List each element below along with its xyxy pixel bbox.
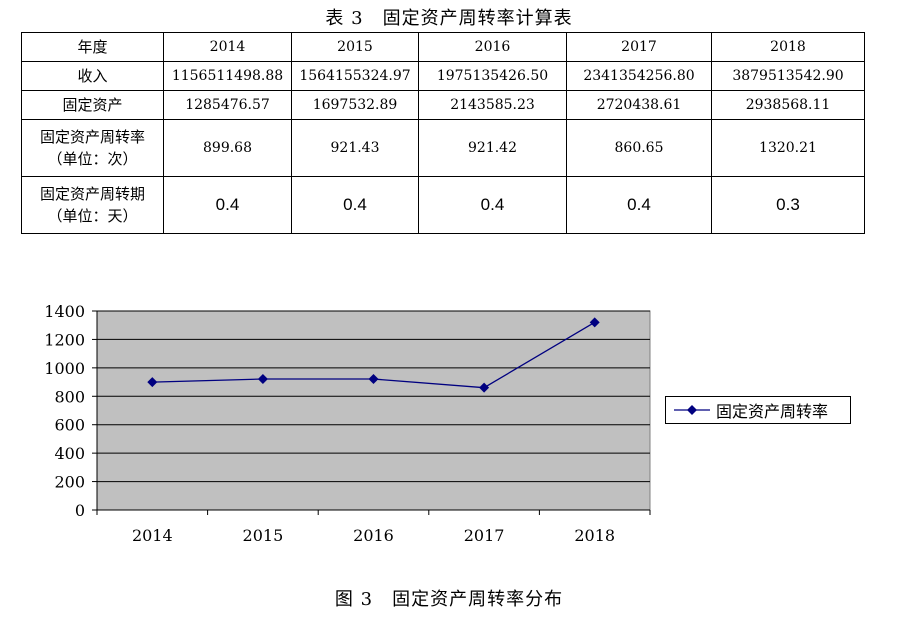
table-cell: 0.4 [418,176,567,234]
table-cell: 1320.21 [711,119,865,177]
table-row: 收入 1156511498.88 1564155324.97 197513542… [21,61,865,91]
header-row: 年度 2014 2015 2016 2017 2018 [21,32,865,62]
header-cell: 年度 [21,32,164,62]
x-tick-label: 2016 [353,526,394,545]
data-point-marker [147,377,158,388]
table-cell: 921.43 [291,119,419,177]
header-cell: 2016 [418,32,567,62]
x-tick-label: 2015 [243,526,284,545]
table-cell: 1697532.89 [291,90,419,120]
table-cell: 1285476.57 [163,90,292,120]
x-tick-label: 2018 [574,526,615,545]
x-tick-label: 2017 [464,526,505,545]
table-row: 固定资产 1285476.57 1697532.89 2143585.23 27… [21,90,865,120]
table-cell: 2143585.23 [418,90,567,120]
legend-label: 固定资产周转率 [716,402,829,421]
table-cell: 860.65 [566,119,712,177]
row-label-unit: （单位：次） [47,150,138,168]
table-cell: 2341354256.80 [566,61,712,91]
turnover-table: 年度 2014 2015 2016 2017 2018 收入 115651149… [21,32,865,234]
legend-marker-icon [674,405,710,415]
figure-caption: 图 3 固定资产周转率分布 [334,589,564,610]
table-cell: 0.4 [566,176,712,234]
y-tick-label: 1400 [44,302,85,321]
data-point-marker [368,374,379,385]
row-label: 固定资产 [21,90,164,120]
table-cell: 2720438.61 [566,90,712,120]
table-cell: 0.3 [711,176,865,234]
y-tick-label: 600 [54,416,85,435]
data-point-marker [479,382,490,393]
table-cell: 1975135426.50 [418,61,567,91]
header-cell: 2017 [566,32,712,62]
header-cell: 2015 [291,32,419,62]
turnover-line-chart: 0 200 400 600 800 1000 1200 1400 2014 2015 2016 201… [44,302,651,545]
row-label: 固定资产周转期 （单位：天） [21,176,164,234]
y-tick-label: 1200 [44,330,85,349]
y-tick-label: 800 [54,387,85,406]
table-title: 表 3 固定资产周转率计算表 [325,8,573,29]
y-tick-label: 1000 [44,359,85,378]
table-cell: 0.4 [163,176,292,234]
table-cell: 899.68 [163,119,292,177]
row-label: 收入 [21,61,164,91]
table-row: 固定资产周转率 （单位：次） 899.68 921.43 921.42 860.… [21,119,865,177]
header-cell: 2014 [163,32,292,62]
table-cell: 2938568.11 [711,90,865,120]
row-label-unit: （单位：天） [47,207,138,225]
header-cell: 2018 [711,32,865,62]
y-tick-label: 400 [54,444,85,463]
table-cell: 3879513542.90 [711,61,865,91]
row-label-line: 固定资产周转率 [39,128,145,146]
row-label: 固定资产周转率 （单位：次） [21,119,164,177]
y-tick-label: 200 [54,473,85,492]
table-cell: 1564155324.97 [291,61,419,91]
data-point-marker [589,317,600,328]
plot-area [96,310,651,511]
data-point-marker [257,374,268,385]
table-cell: 1156511498.88 [163,61,292,91]
table-cell: 921.42 [418,119,567,177]
table-cell: 0.4 [291,176,419,234]
table-row: 固定资产周转期 （单位：天） 0.4 0.4 0.4 0.4 0.3 [21,176,865,234]
x-tick-label: 2014 [132,526,173,545]
chart-legend: 固定资产周转率 [665,396,851,424]
row-label-line: 固定资产周转期 [39,185,145,203]
y-tick-label: 0 [75,501,85,520]
